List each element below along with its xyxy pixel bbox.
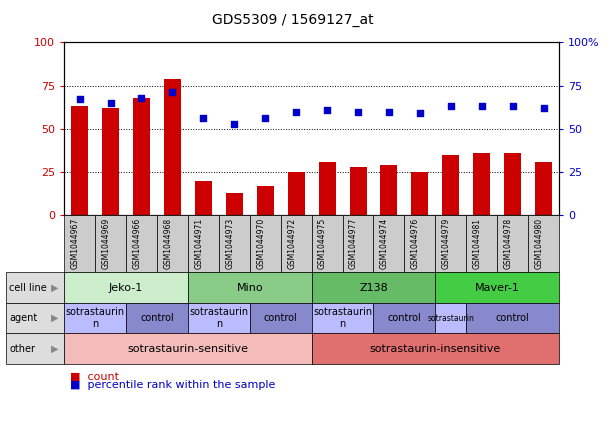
Point [199, 115, 208, 122]
Point [291, 108, 301, 115]
Text: cell line: cell line [9, 283, 47, 293]
Text: other: other [9, 343, 35, 354]
Text: sotrastaurin-insensitive: sotrastaurin-insensitive [370, 343, 501, 354]
Bar [381, 165, 397, 215]
Text: GSM1044968: GSM1044968 [163, 218, 172, 269]
Text: GSM1044981: GSM1044981 [473, 218, 481, 269]
Text: sotrastaurin: sotrastaurin [427, 313, 474, 323]
Bar [164, 79, 181, 215]
Bar [195, 181, 212, 215]
Point [353, 108, 363, 115]
Text: agent: agent [9, 313, 37, 323]
Point [106, 99, 115, 106]
Point [539, 104, 549, 111]
Bar [442, 155, 459, 215]
Bar [535, 162, 552, 215]
Text: GSM1044978: GSM1044978 [503, 218, 513, 269]
Text: Jeko-1: Jeko-1 [109, 283, 143, 293]
Text: GSM1044970: GSM1044970 [256, 218, 265, 269]
Text: GDS5309 / 1569127_at: GDS5309 / 1569127_at [213, 13, 374, 27]
Text: GSM1044966: GSM1044966 [133, 218, 142, 269]
Bar [349, 167, 367, 215]
Point [260, 115, 270, 122]
Point [477, 103, 486, 110]
Text: ▶: ▶ [51, 313, 58, 323]
Text: control: control [264, 313, 298, 323]
Text: control: control [387, 313, 421, 323]
Text: sotrastaurin
n: sotrastaurin n [189, 307, 249, 329]
Point [415, 110, 425, 117]
Text: GSM1044972: GSM1044972 [287, 218, 296, 269]
Point [137, 94, 147, 101]
Bar [411, 172, 428, 215]
Bar [504, 153, 521, 215]
Text: control: control [496, 313, 530, 323]
Text: ■  count: ■ count [70, 371, 119, 382]
Text: ■  percentile rank within the sample: ■ percentile rank within the sample [70, 380, 276, 390]
Bar [71, 106, 88, 215]
Text: ▶: ▶ [51, 343, 58, 354]
Bar [133, 98, 150, 215]
Text: GSM1044980: GSM1044980 [535, 218, 544, 269]
Point [446, 103, 456, 110]
Bar [102, 108, 119, 215]
Point [75, 96, 84, 103]
Text: GSM1044973: GSM1044973 [225, 218, 234, 269]
Point [322, 107, 332, 113]
Text: sotrastaurin
n: sotrastaurin n [313, 307, 372, 329]
Text: GSM1044977: GSM1044977 [349, 218, 358, 269]
Text: GSM1044971: GSM1044971 [194, 218, 203, 269]
Text: GSM1044969: GSM1044969 [101, 218, 111, 269]
Text: GSM1044974: GSM1044974 [380, 218, 389, 269]
Text: GSM1044975: GSM1044975 [318, 218, 327, 269]
Text: Z138: Z138 [359, 283, 388, 293]
Bar [226, 193, 243, 215]
Point [508, 103, 518, 110]
Point [167, 89, 177, 96]
Text: GSM1044979: GSM1044979 [442, 218, 451, 269]
Bar [474, 153, 490, 215]
Text: Mino: Mino [236, 283, 263, 293]
Point [229, 120, 239, 127]
Text: control: control [140, 313, 174, 323]
Text: GSM1044976: GSM1044976 [411, 218, 420, 269]
Point [384, 108, 394, 115]
Text: sotrastaurin
n: sotrastaurin n [65, 307, 125, 329]
Bar [288, 172, 305, 215]
Text: ▶: ▶ [51, 283, 58, 293]
Text: sotrastaurin-sensitive: sotrastaurin-sensitive [127, 343, 249, 354]
Bar [257, 186, 274, 215]
Bar [318, 162, 335, 215]
Text: Maver-1: Maver-1 [475, 283, 519, 293]
Text: GSM1044967: GSM1044967 [71, 218, 79, 269]
